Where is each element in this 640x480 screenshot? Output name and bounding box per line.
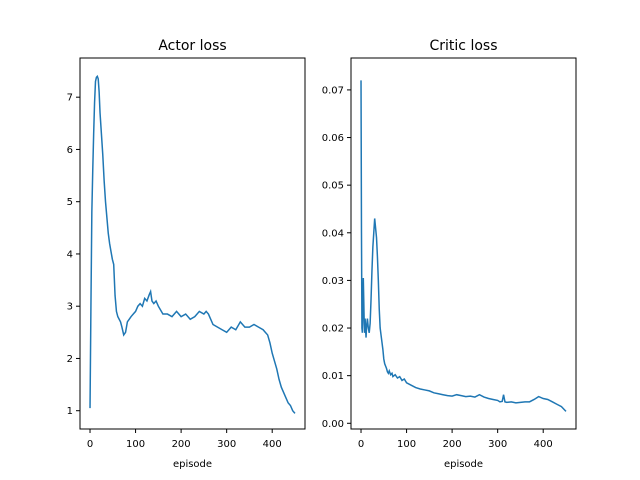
critic-loss-panel: Critic loss 0 100 200 300 400 0.000.010.020.… xyxy=(322,38,577,470)
actor-loss-y-tick-label: 6 xyxy=(67,145,73,156)
actor-loss-y-tick-label: 1 xyxy=(67,406,73,417)
critic-loss-plot-frame xyxy=(350,57,577,430)
critic-loss-x-ticks: 0 100 200 300 400 xyxy=(358,429,553,450)
critic-loss-title: Critic loss xyxy=(430,38,498,54)
critic-loss-y-tick-label: 0.04 xyxy=(322,228,344,239)
critic-loss-x-tick-label: 400 xyxy=(534,439,553,450)
actor-loss-y-tick-label: 4 xyxy=(67,249,73,260)
critic-loss-y-tick-label: 0.06 xyxy=(322,133,344,144)
actor-loss-x-tick-label: 0 xyxy=(87,439,93,450)
critic-loss-x-tick-label: 200 xyxy=(443,439,462,450)
critic-loss-y-tick-label: 0.00 xyxy=(322,419,344,430)
critic-loss-x-tick-label: 0 xyxy=(358,439,364,450)
actor-loss-y-tick-label: 5 xyxy=(67,197,73,208)
actor-loss-x-tick-label: 200 xyxy=(172,439,191,450)
actor-loss-x-axis-label: episode xyxy=(173,459,212,470)
actor-loss-x-tick-label: 300 xyxy=(217,439,236,450)
critic-loss-y-tick-label: 0.03 xyxy=(322,276,344,287)
critic-loss-y-ticks: 0.00 0.01 0.02 0.03 0.04 0.05 0.06 0.07 xyxy=(322,85,351,430)
actor-loss-y-tick-label: 2 xyxy=(67,354,73,365)
actor-loss-y-ticks: 1 2 3 4 5 6 7 xyxy=(67,93,80,417)
critic-loss-x-axis-label: episode xyxy=(444,459,483,470)
critic-loss-y-tick-label: 0.02 xyxy=(322,324,344,335)
critic-loss-x-tick-label: 300 xyxy=(488,439,507,450)
actor-loss-series-line xyxy=(89,74,296,414)
actor-loss-x-tick-label: 100 xyxy=(126,439,145,450)
critic-loss-y-tick-label: 0.07 xyxy=(322,85,344,96)
critic-loss-series-line xyxy=(360,80,567,412)
critic-loss-y-tick-label: 0.01 xyxy=(322,371,344,382)
critic-loss-y-tick-label: 0.05 xyxy=(322,181,344,192)
actor-loss-x-ticks: 0 100 200 300 400 xyxy=(87,429,282,450)
critic-loss-x-tick-label: 100 xyxy=(397,439,416,450)
actor-loss-panel: Actor loss 0 100 200 300 400 1 2 3 4 5 6 7 episode xyxy=(67,38,306,470)
actor-loss-x-tick-label: 400 xyxy=(263,439,282,450)
actor-loss-y-tick-label: 7 xyxy=(67,93,73,104)
actor-loss-title: Actor loss xyxy=(158,38,226,54)
actor-loss-y-tick-label: 3 xyxy=(67,302,73,313)
actor-loss-plot-frame xyxy=(79,57,306,430)
